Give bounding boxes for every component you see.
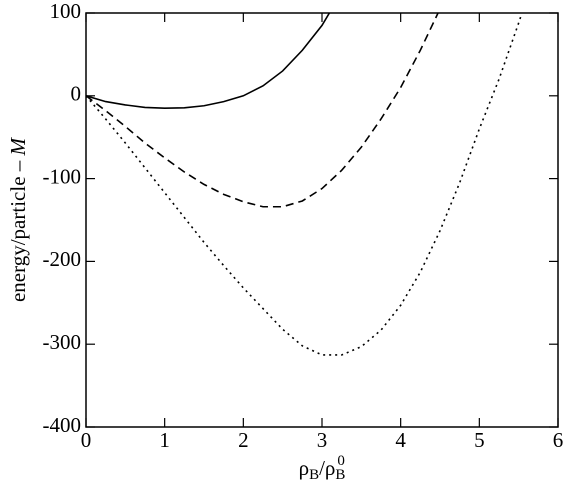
x-tick-label: 2 [238, 428, 249, 452]
x-axis-label-part: /ρ [319, 456, 335, 480]
x-tick-label: 4 [395, 428, 406, 452]
x-axis-label-part: B [335, 467, 345, 483]
data-line [86, 13, 439, 208]
data-line [86, 13, 523, 356]
y-axis-label-part: energy/particle – [6, 155, 30, 302]
x-tick-label: 1 [159, 428, 170, 452]
y-axis-label-part: M [6, 136, 30, 156]
x-tick-label: 5 [474, 428, 485, 452]
x-tick-label: 3 [317, 428, 328, 452]
x-axis-label-part: B [309, 467, 319, 483]
y-tick-label: -200 [43, 247, 82, 271]
y-axis-label: energy/particle – M [6, 136, 30, 302]
x-tick-label: 6 [553, 428, 564, 452]
y-tick-label: -100 [43, 164, 82, 188]
y-tick-label: -300 [43, 330, 82, 354]
x-axis-label-part: 0 [337, 453, 345, 469]
data-line [86, 13, 331, 110]
x-axis-label: ρB/ρB0 [299, 453, 346, 483]
x-tick-label: 0 [81, 428, 92, 452]
plot-lines [86, 13, 523, 356]
plot-frame [85, 12, 559, 428]
y-tick-label: 0 [71, 82, 82, 106]
y-tick-label: 100 [50, 0, 82, 23]
y-tick-label: -400 [43, 413, 82, 437]
x-axis-label-part: ρ [299, 456, 309, 480]
